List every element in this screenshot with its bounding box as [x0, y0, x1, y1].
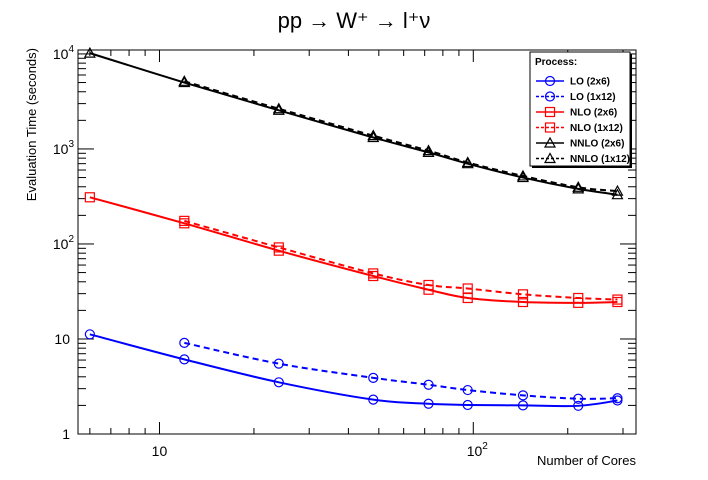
data-point — [423, 398, 434, 409]
data-point — [573, 393, 584, 404]
data-point — [517, 289, 529, 300]
data-point — [462, 384, 473, 396]
data-point — [273, 358, 284, 369]
series-lo-2x6 — [84, 329, 623, 411]
series-line — [89, 196, 618, 304]
data-point — [462, 283, 473, 294]
data-point — [367, 129, 380, 141]
data-point — [516, 169, 530, 181]
y-tick-label: 104 — [53, 44, 75, 62]
data-point — [462, 399, 473, 411]
series-nnlo-1x12 — [178, 75, 624, 196]
data-point — [517, 400, 529, 411]
data-point — [273, 242, 284, 253]
data-point — [461, 156, 474, 168]
legend-swatch-marker — [544, 91, 556, 102]
data-point — [573, 400, 584, 411]
data-point — [272, 102, 285, 114]
x-tick-label: 102 — [467, 441, 489, 459]
series-line — [89, 52, 618, 196]
y-tick-label: 1 — [62, 426, 70, 442]
legend-entry-label: NNLO (2x6) — [570, 139, 624, 150]
data-point — [573, 292, 584, 304]
data-point — [572, 181, 585, 192]
legend-swatch-marker — [543, 136, 557, 148]
legend-entry-label: LO (1x12) — [570, 92, 616, 103]
data-point — [179, 215, 190, 226]
data-point — [611, 188, 624, 200]
data-point — [517, 390, 529, 401]
series-line — [184, 219, 618, 301]
legend-entry-label: NNLO (1x12) — [570, 154, 630, 165]
data-point — [179, 337, 190, 348]
series-nlo-2x6 — [84, 192, 623, 308]
chart-title: pp → W⁺ → l⁺ν — [278, 8, 431, 33]
x-axis: 10 102 — [89, 50, 624, 459]
legend-title: Process: — [535, 57, 577, 68]
series-lo-1x12 — [179, 337, 623, 404]
x-axis-label: Number of Cores — [537, 453, 636, 468]
data-point — [612, 294, 623, 305]
data-point — [422, 144, 435, 156]
data-point — [612, 393, 623, 404]
data-point — [611, 184, 624, 196]
plot-border — [77, 49, 637, 435]
legend: Process: LO (2x6) LO (1x12) NLO (2x6) NLO (1… — [529, 51, 632, 168]
legend-swatch-marker — [544, 122, 556, 133]
series-line — [184, 341, 618, 400]
y-axis: 1 10 102 103 104 — [53, 44, 636, 442]
x-tick-label: 10 — [152, 443, 168, 459]
legend-entry-label: LO (2x6) — [570, 77, 610, 88]
data-point — [83, 46, 96, 58]
data-point — [368, 394, 379, 405]
y-axis-label: Evaluation Time (seconds) — [24, 48, 39, 201]
data-point — [423, 279, 434, 291]
data-point — [367, 131, 380, 143]
series-layer — [83, 46, 624, 411]
legend-swatch-marker — [543, 152, 557, 164]
data-point — [178, 75, 191, 86]
legend-entry-label: NLO (2x6) — [570, 108, 617, 119]
series-line — [89, 333, 618, 408]
data-point — [422, 146, 435, 157]
data-point — [179, 354, 190, 365]
series-nlo-1x12 — [179, 215, 623, 305]
data-point — [368, 372, 379, 383]
data-point — [84, 192, 95, 203]
y-tick-label: 10 — [54, 331, 70, 347]
legend-swatch-marker — [544, 106, 556, 118]
data-point — [273, 377, 284, 388]
data-point — [368, 268, 379, 279]
legend-entry-label: NLO (1x12) — [570, 123, 623, 134]
data-point — [84, 329, 95, 340]
data-point — [517, 296, 529, 308]
y-tick-label: 103 — [53, 139, 75, 157]
legend-swatch-marker — [544, 75, 556, 87]
plot-frame — [77, 49, 637, 435]
data-point — [423, 379, 434, 390]
series-line — [184, 80, 618, 193]
y-tick-label: 102 — [53, 234, 75, 252]
